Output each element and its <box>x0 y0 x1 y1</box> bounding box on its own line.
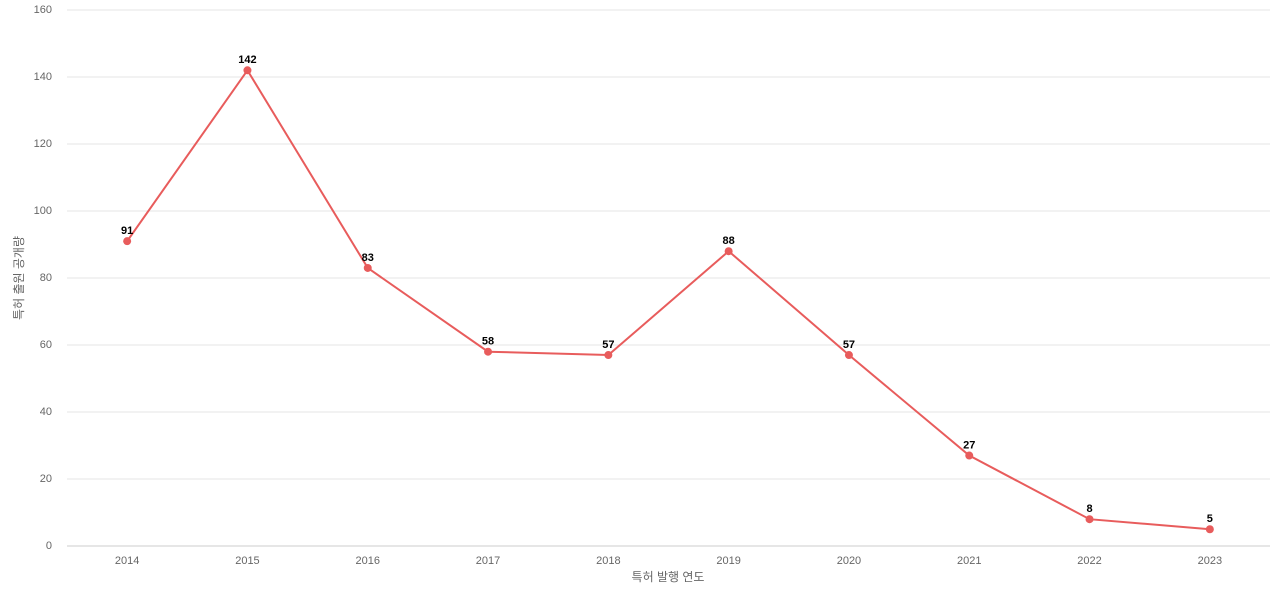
value-label: 142 <box>238 54 256 66</box>
y-tick-label: 60 <box>40 339 52 351</box>
point <box>965 451 974 460</box>
point <box>484 347 493 356</box>
point <box>604 351 613 360</box>
y-tick-label: 120 <box>34 138 52 150</box>
point <box>363 263 372 272</box>
point <box>844 351 853 360</box>
x-tick-label: 2018 <box>596 555 620 567</box>
value-label: 58 <box>482 336 494 348</box>
y-tick-label: 100 <box>34 205 52 217</box>
value-label: 57 <box>602 339 614 351</box>
point <box>1085 515 1094 524</box>
point <box>1205 525 1214 534</box>
y-axis-title: 특허 출원 공개량 <box>12 236 26 320</box>
x-tick-label: 2022 <box>1077 555 1101 567</box>
x-axis-title: 특허 발행 연도 <box>632 569 705 584</box>
x-tick-label: 2014 <box>115 555 139 567</box>
value-label: 8 <box>1086 503 1092 515</box>
x-tick-label: 2021 <box>957 555 981 567</box>
x-tick-label: 2020 <box>837 555 861 567</box>
x-tick-label: 2019 <box>716 555 740 567</box>
x-tick-label: 2016 <box>356 555 380 567</box>
y-tick-label: 140 <box>34 71 52 83</box>
value-label: 5 <box>1207 513 1213 525</box>
x-tick-label: 2015 <box>235 555 259 567</box>
point <box>724 247 733 256</box>
y-tick-label: 80 <box>40 272 52 284</box>
x-tick-label: 2023 <box>1198 555 1222 567</box>
value-label: 91 <box>121 225 133 237</box>
y-tick-label: 0 <box>46 540 52 552</box>
value-label: 83 <box>362 252 374 264</box>
point <box>243 66 252 75</box>
point <box>123 237 132 246</box>
y-tick-label: 160 <box>34 4 52 16</box>
x-tick-label: 2017 <box>476 555 500 567</box>
value-label: 88 <box>723 235 735 247</box>
y-tick-label: 40 <box>40 406 52 418</box>
line <box>126 68 1210 531</box>
value-label: 27 <box>963 439 975 451</box>
value-label: 57 <box>843 339 855 351</box>
y-tick-label: 20 <box>40 473 52 485</box>
